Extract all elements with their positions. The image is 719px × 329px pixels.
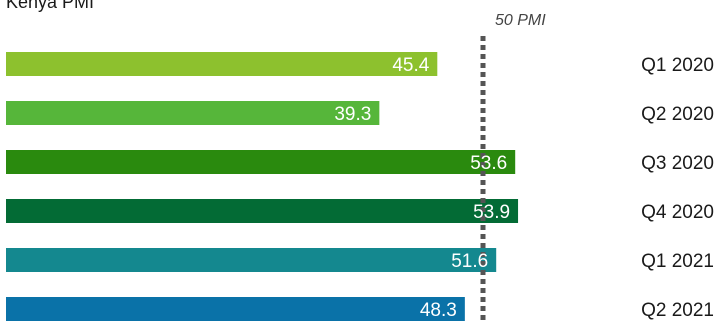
value-label: 45.4 bbox=[392, 55, 429, 76]
bar-q2-2021 bbox=[6, 297, 465, 321]
value-label: 53.9 bbox=[473, 202, 510, 223]
value-label: 53.6 bbox=[470, 153, 507, 174]
reference-line-label: 50 PMI bbox=[495, 12, 546, 29]
value-label: 39.3 bbox=[334, 104, 371, 125]
bar-q3-2020 bbox=[6, 150, 516, 174]
category-label: Q1 2020 bbox=[641, 55, 714, 76]
category-labels-layer: Q1 2020 Q2 2020 Q3 2020 Q4 2020 Q1 2021 Q2 20… bbox=[641, 55, 714, 321]
bars-layer bbox=[6, 52, 519, 321]
category-label: Q4 2020 bbox=[641, 202, 714, 223]
bar-q4-2020 bbox=[6, 199, 519, 223]
bar-q2-2020 bbox=[6, 101, 380, 125]
bar-q1-2020 bbox=[6, 52, 438, 76]
category-label: Q3 2020 bbox=[641, 153, 714, 174]
bar-q1-2021 bbox=[6, 248, 497, 272]
value-label: 51.6 bbox=[451, 251, 488, 272]
value-label: 48.3 bbox=[420, 300, 457, 321]
value-labels-layer: 45.4 39.3 53.6 53.9 51.6 48.3 bbox=[334, 55, 510, 321]
category-label: Q2 2021 bbox=[641, 300, 714, 321]
reference-line-layer: 50 PMI bbox=[480, 12, 546, 324]
category-label: Q2 2020 bbox=[641, 104, 714, 125]
category-label: Q1 2021 bbox=[641, 251, 714, 272]
chart-title: Kenya PMI bbox=[6, 0, 94, 12]
